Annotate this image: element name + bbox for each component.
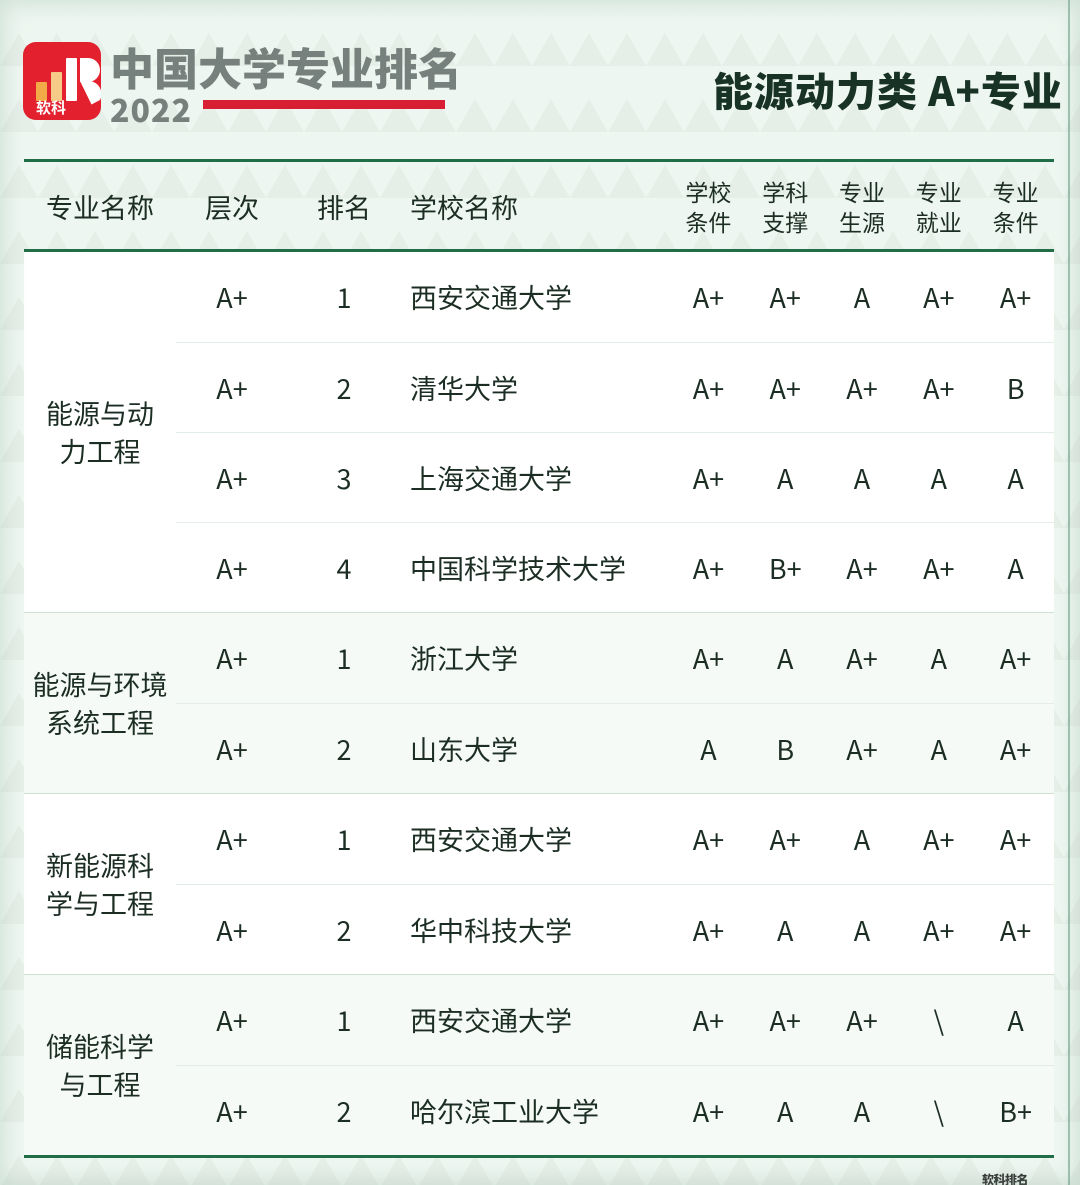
svg-text:软科: 软科 xyxy=(36,97,66,118)
